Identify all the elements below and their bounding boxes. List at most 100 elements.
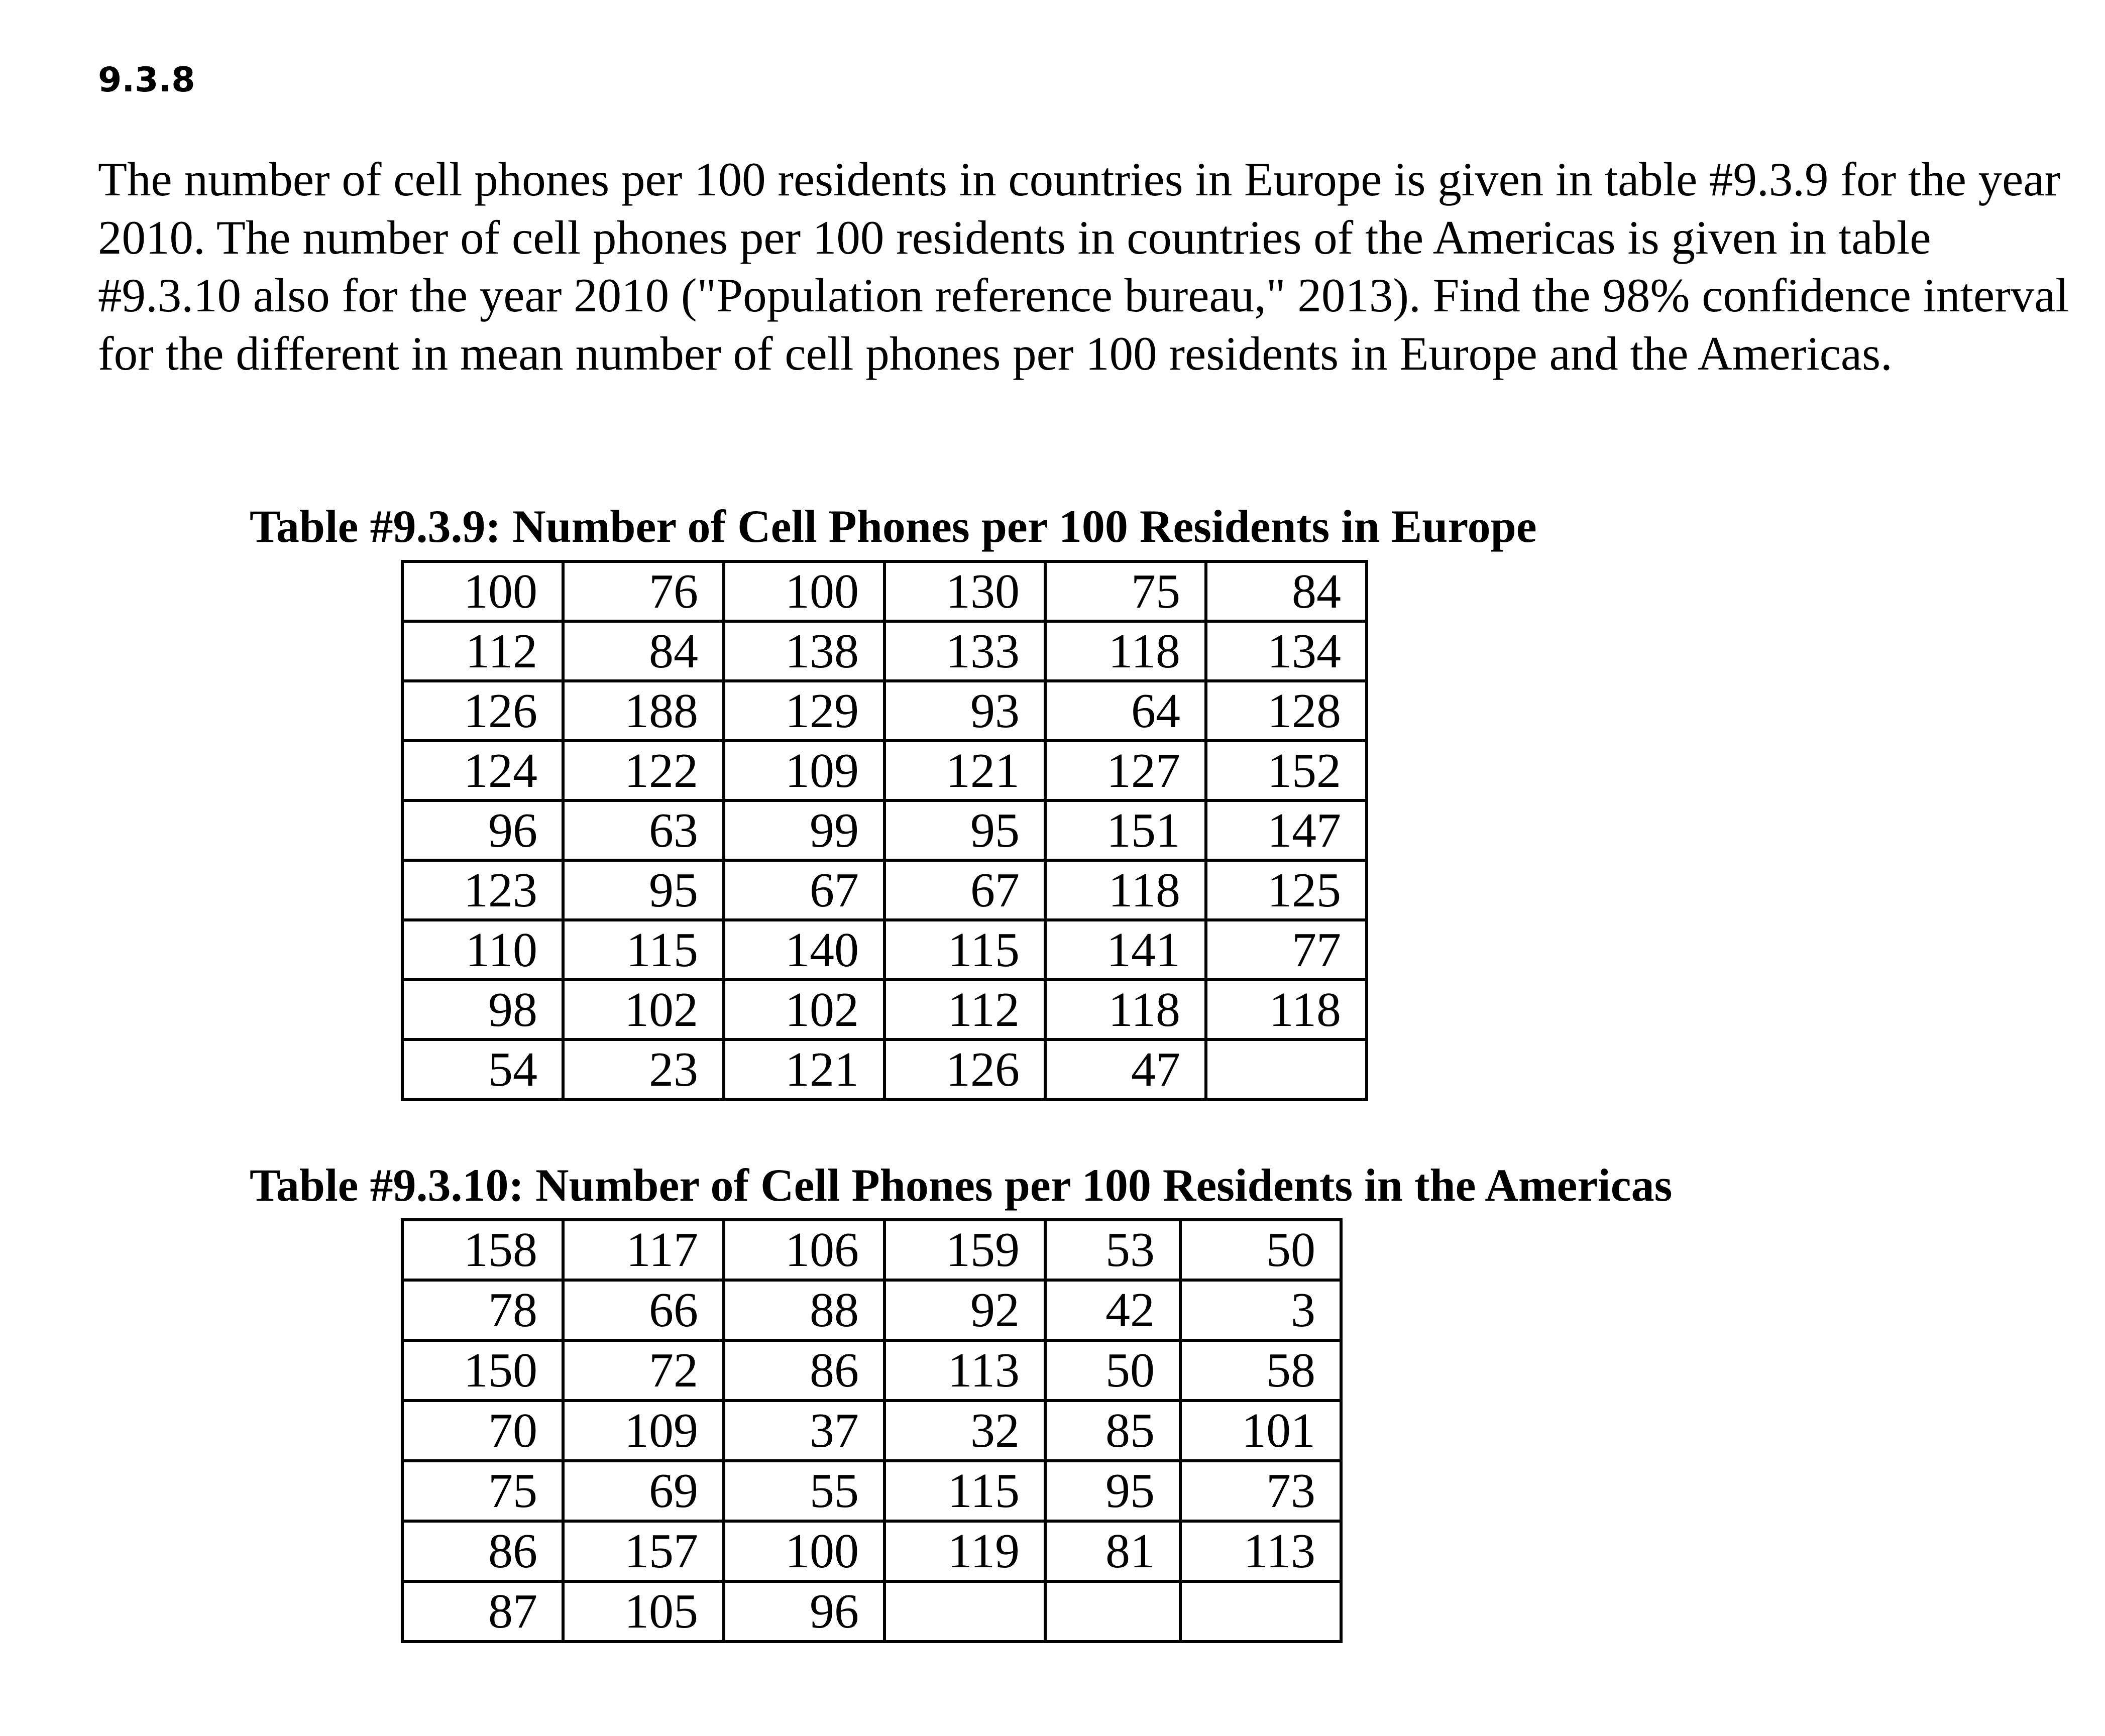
table-cell: 69 — [562, 1459, 725, 1523]
table-cell: 102 — [722, 978, 886, 1041]
table-cell: 86 — [722, 1339, 886, 1402]
table-cell: 50 — [1044, 1339, 1182, 1402]
table-cell: 76 — [562, 560, 725, 623]
table-cell: 109 — [562, 1399, 725, 1462]
table-cell: 100 — [722, 560, 886, 623]
table-cell: 157 — [562, 1520, 725, 1583]
table-cell: 78 — [401, 1279, 565, 1342]
table-cell: 118 — [1044, 859, 1207, 921]
table-cell: 150 — [401, 1339, 565, 1402]
problem-number: 9.3.8 — [98, 60, 195, 100]
table-cell: 54 — [401, 1038, 565, 1101]
table-cell: 96 — [401, 799, 565, 862]
table-row: 158 117 106 159 53 50 — [401, 1218, 1343, 1282]
table-cell: 133 — [883, 620, 1047, 682]
table-cell: 100 — [722, 1520, 886, 1583]
table-cell: 88 — [722, 1279, 886, 1342]
table-cell: 129 — [722, 679, 886, 742]
table-cell: 95 — [1044, 1459, 1182, 1523]
europe-table: 100 76 100 130 75 84 112 84 138 133 118 134 126 188 12… — [401, 560, 1368, 1101]
problem-text: The number of cell phones per 100 reside… — [98, 153, 2069, 380]
table-cell — [1204, 1038, 1368, 1101]
table-cell: 115 — [883, 1459, 1047, 1523]
table-row: 123 95 67 67 118 125 — [401, 859, 1368, 921]
table-cell: 127 — [1044, 739, 1207, 802]
table-row: 54 23 121 126 47 — [401, 1038, 1368, 1101]
table-row: 112 84 138 133 118 134 — [401, 620, 1368, 682]
table-cell: 32 — [883, 1399, 1047, 1462]
table-cell: 110 — [401, 918, 565, 981]
table-cell: 77 — [1204, 918, 1368, 981]
table-cell: 70 — [401, 1399, 565, 1462]
table-cell: 105 — [562, 1580, 725, 1643]
table-row: 78 66 88 92 42 3 — [401, 1279, 1343, 1342]
table-cell: 86 — [401, 1520, 565, 1583]
table-row: 75 69 55 115 95 73 — [401, 1459, 1343, 1523]
table2-title: Table #9.3.10: Number of Cell Phones per… — [250, 1160, 1673, 1211]
table-cell: 64 — [1044, 679, 1207, 742]
table1-title: Table #9.3.9: Number of Cell Phones per … — [250, 501, 1537, 552]
table-row: 150 72 86 113 50 58 — [401, 1339, 1343, 1402]
table-cell: 117 — [562, 1218, 725, 1282]
table-cell: 47 — [1044, 1038, 1207, 1101]
table-cell: 3 — [1179, 1279, 1343, 1342]
table-cell: 113 — [883, 1339, 1047, 1402]
table-cell: 75 — [1044, 560, 1207, 623]
table-cell: 124 — [401, 739, 565, 802]
table-cell: 125 — [1204, 859, 1368, 921]
table-cell: 106 — [722, 1218, 886, 1282]
table-cell — [1044, 1580, 1182, 1643]
table-cell: 72 — [562, 1339, 725, 1402]
table-cell: 159 — [883, 1218, 1047, 1282]
table-row: 110 115 140 115 141 77 — [401, 918, 1368, 981]
table-cell: 81 — [1044, 1520, 1182, 1583]
table-cell: 63 — [562, 799, 725, 862]
table-cell: 50 — [1179, 1218, 1343, 1282]
table-cell: 92 — [883, 1279, 1047, 1342]
table-cell: 140 — [722, 918, 886, 981]
table-cell: 138 — [722, 620, 886, 682]
table-cell: 123 — [401, 859, 565, 921]
table-cell: 121 — [722, 1038, 886, 1101]
table-cell: 37 — [722, 1399, 886, 1462]
table-cell: 84 — [1204, 560, 1368, 623]
americas-table: 158 117 106 159 53 50 78 66 88 92 42 3 150 72 86 113 50 5… — [401, 1218, 1343, 1643]
table-cell: 85 — [1044, 1399, 1182, 1462]
table-cell: 126 — [401, 679, 565, 742]
table-cell: 112 — [883, 978, 1047, 1041]
table-cell: 188 — [562, 679, 725, 742]
table-cell: 118 — [1044, 978, 1207, 1041]
table-cell: 158 — [401, 1218, 565, 1282]
table-row: 96 63 99 95 151 147 — [401, 799, 1368, 862]
table-cell: 151 — [1044, 799, 1207, 862]
table-cell: 141 — [1044, 918, 1207, 981]
table-cell: 93 — [883, 679, 1047, 742]
table-cell: 66 — [562, 1279, 725, 1342]
table-cell: 98 — [401, 978, 565, 1041]
table-cell: 58 — [1179, 1339, 1343, 1402]
table-cell: 113 — [1179, 1520, 1343, 1583]
table-cell: 109 — [722, 739, 886, 802]
table-cell: 115 — [562, 918, 725, 981]
table-cell: 134 — [1204, 620, 1368, 682]
table-cell — [1179, 1580, 1343, 1643]
table-cell: 87 — [401, 1580, 565, 1643]
table-cell: 95 — [562, 859, 725, 921]
table-cell: 112 — [401, 620, 565, 682]
table-cell: 152 — [1204, 739, 1368, 802]
table-cell: 96 — [722, 1580, 886, 1643]
table-cell: 95 — [883, 799, 1047, 862]
table-cell: 118 — [1044, 620, 1207, 682]
table-cell: 53 — [1044, 1218, 1182, 1282]
table-row: 100 76 100 130 75 84 — [401, 560, 1368, 623]
table-row: 124 122 109 121 127 152 — [401, 739, 1368, 802]
table-cell: 118 — [1204, 978, 1368, 1041]
table-cell: 75 — [401, 1459, 565, 1523]
table-cell: 126 — [883, 1038, 1047, 1101]
table-cell — [883, 1580, 1047, 1643]
table-row: 98 102 102 112 118 118 — [401, 978, 1368, 1041]
table-cell: 99 — [722, 799, 886, 862]
table-cell: 121 — [883, 739, 1047, 802]
table-cell: 73 — [1179, 1459, 1343, 1523]
table-cell: 84 — [562, 620, 725, 682]
